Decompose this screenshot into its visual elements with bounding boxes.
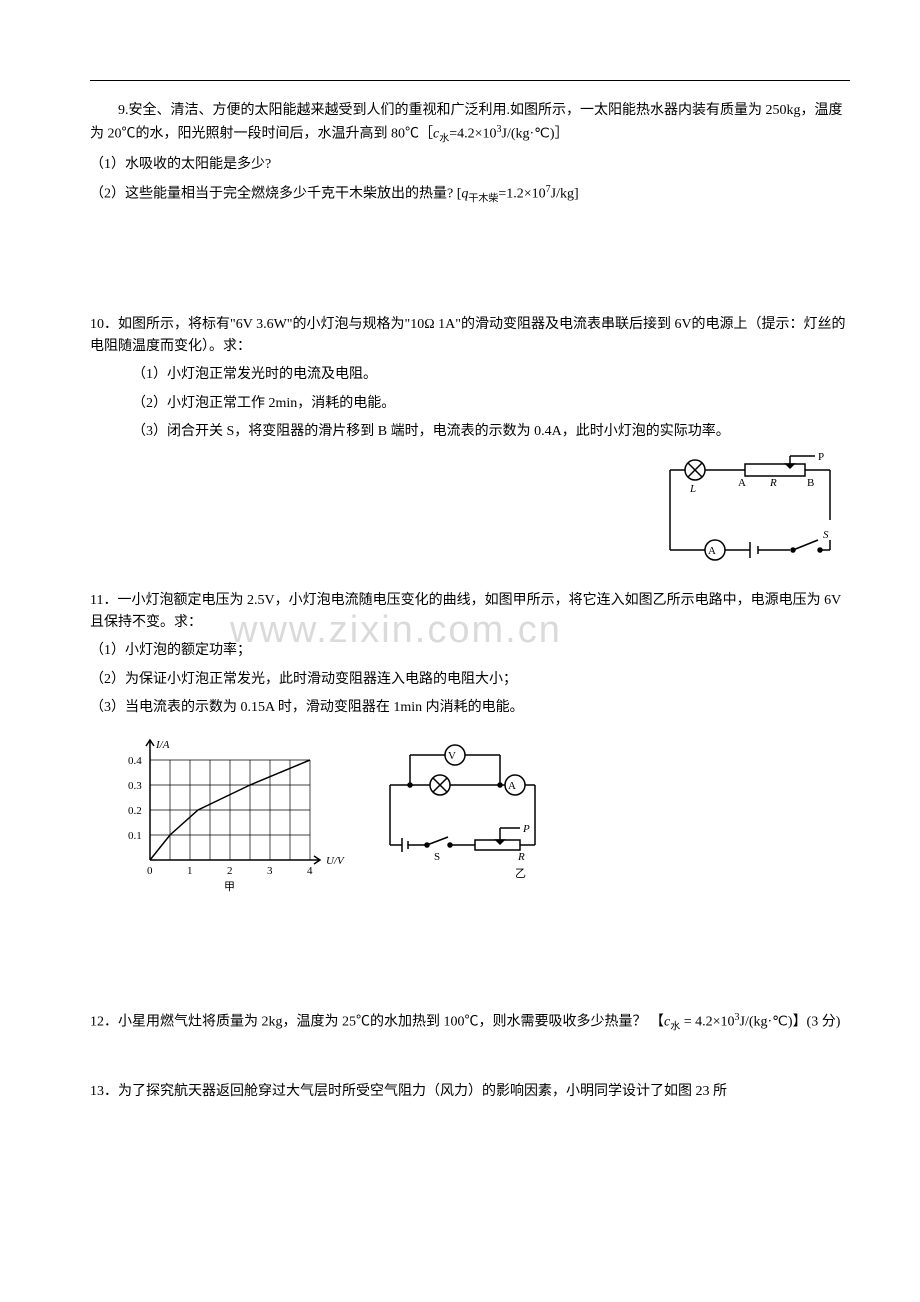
question-11: 11．一小灯泡额定电压为 2.5V，小灯泡电流随电压变化的曲线，如图甲所示，将它… <box>90 590 850 900</box>
xtick-2: 2 <box>227 865 233 877</box>
question-12: 12．小星用燃气灶将质量为 2kg，温度为 25℃的水加热到 100℃，则水需要… <box>90 1010 850 1035</box>
q12-pre: 12．小星用燃气灶将质量为 2kg，温度为 25℃的水加热到 100℃，则水需要… <box>90 1014 664 1029</box>
label-R: R <box>769 477 777 489</box>
chart-jia: I/A U/V 0.4 0.3 0.2 0.1 0 1 2 3 4 甲 <box>128 739 345 893</box>
q11-p3: （3）当电流表的示数为 0.15A 时，滑动变阻器在 1min 内消耗的电能。 <box>90 697 850 719</box>
label-A: A <box>508 780 516 792</box>
label-Ammeter: A <box>708 545 716 557</box>
q11-p2: （2）为保证小灯泡正常发光，此时滑动变阻器连入电路的电阻大小； <box>90 669 850 691</box>
q12-c-end: J/(kg·℃)】(3 分) <box>740 1014 841 1029</box>
ytick-1: 0.1 <box>128 830 142 842</box>
q10-p1: （1）小灯泡正常发光时的电流及电阻。 <box>90 364 850 386</box>
chart-caption: 甲 <box>224 881 235 893</box>
xtick-4: 4 <box>307 865 313 877</box>
q10-p3: （3）闭合开关 S，将变阻器的滑片移到 B 端时，电流表的示数为 0.4A，此时… <box>90 421 850 443</box>
label-R2: R <box>517 851 525 863</box>
label-S2: S <box>434 851 440 863</box>
q9-c-unit: J/(kg·℃)］ <box>502 127 569 142</box>
ytick-3: 0.3 <box>128 780 142 792</box>
q9-p2-pre: （2）这些能量相当于完全燃烧多少千克干木柴放出的热量? [ <box>90 187 461 202</box>
label-P2: P <box>522 823 530 835</box>
figures-q11: I/A U/V 0.4 0.3 0.2 0.1 0 1 2 3 4 甲 <box>90 730 850 900</box>
q11-p1: （1）小灯泡的额定功率； <box>90 640 850 662</box>
label-B: B <box>807 477 814 489</box>
label-P: P <box>818 451 824 463</box>
q10-p2: （2）小灯泡正常工作 2min，消耗的电能。 <box>90 393 850 415</box>
circuit-diagram-q10: L A R B P A S <box>650 450 850 570</box>
question-9: 9.安全、清洁、方便的太阳能越来越受到人们的重视和广泛利用.如图所示，一太阳能热… <box>90 100 850 208</box>
q12-c-sub: 水 <box>670 1021 680 1032</box>
label-L: L <box>689 483 696 495</box>
label-S: S <box>823 529 829 541</box>
question-10: 10．如图所示，将标有"6V 3.6W"的小灯泡与规格为"10Ω 1A"的滑动变… <box>90 314 850 570</box>
ytick-4: 0.4 <box>128 755 142 767</box>
ytick-2: 0.2 <box>128 805 142 817</box>
q9-p1: （1）水吸收的太阳能是多少? <box>90 154 850 176</box>
q10-intro: 10．如图所示，将标有"6V 3.6W"的小灯泡与规格为"10Ω 1A"的滑动变… <box>90 314 850 359</box>
q9-q-rest: =1.2×10 <box>498 187 545 202</box>
q9-c-rest: =4.2×10 <box>449 127 496 142</box>
xtick-1: 1 <box>187 865 193 877</box>
xtick-3: 3 <box>267 865 273 877</box>
q9-c-sub: 水 <box>439 134 449 145</box>
q13-text: 13．为了探究航天器返回舱穿过大气层时所受空气阻力（风力）的影响因素，小明同学设… <box>90 1081 850 1103</box>
xtick-0: 0 <box>147 865 153 877</box>
chart-x-label: U/V <box>326 855 345 867</box>
label-A-left: A <box>738 477 746 489</box>
question-13: 13．为了探究航天器返回舱穿过大气层时所受空气阻力（风力）的影响因素，小明同学设… <box>90 1081 850 1103</box>
chart-y-label: I/A <box>155 739 170 751</box>
label-V: V <box>448 750 456 762</box>
q9-q-unit: J/kg] <box>551 187 579 202</box>
q12-c-mid: = 4.2×10 <box>680 1014 734 1029</box>
q9-q-sub: 干木柴 <box>468 194 498 205</box>
circuit-yi: V A S R P 乙 <box>390 745 535 880</box>
circuit-caption: 乙 <box>515 867 526 880</box>
q11-intro: 11．一小灯泡额定电压为 2.5V，小灯泡电流随电压变化的曲线，如图甲所示，将它… <box>90 590 850 635</box>
